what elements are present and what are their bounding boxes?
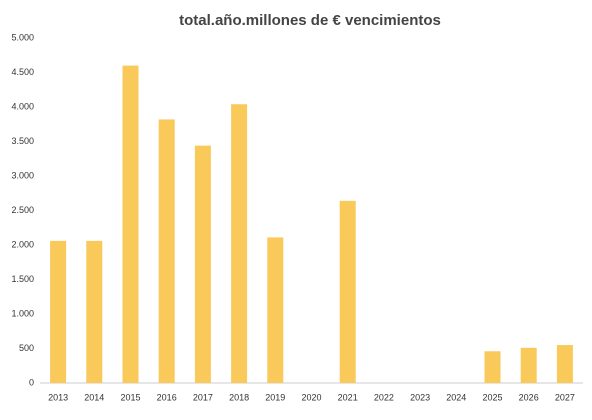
x-tick-label: 2017	[193, 392, 213, 402]
y-tick-label: 2.000	[11, 239, 34, 249]
x-tick-label: 2023	[410, 392, 430, 402]
x-tick-label: 2019	[265, 392, 285, 402]
bar	[484, 351, 501, 383]
bar	[231, 104, 248, 384]
x-tick-label: 2018	[229, 392, 249, 402]
bar	[267, 237, 284, 383]
bar	[122, 65, 139, 383]
chart-title: total.año.millones de € vencimientos	[179, 12, 441, 29]
bar	[194, 145, 211, 383]
y-tick-label: 4.500	[11, 67, 34, 77]
y-tick-label: 1.000	[11, 308, 34, 318]
x-tick-label: 2022	[374, 392, 394, 402]
bar	[520, 347, 537, 383]
bar	[86, 240, 103, 383]
y-tick-label: 500	[19, 343, 34, 353]
x-tick-label: 2026	[519, 392, 539, 402]
x-tick-label: 2016	[157, 392, 177, 402]
x-tick-label: 2021	[338, 392, 358, 402]
x-tick-label: 2013	[48, 392, 68, 402]
bar	[339, 200, 356, 383]
x-tick-label: 2015	[120, 392, 140, 402]
y-tick-label: 4.000	[11, 101, 34, 111]
bar	[158, 119, 175, 384]
bar	[556, 345, 573, 383]
y-tick-label: 2.500	[11, 205, 34, 215]
y-tick-label: 5.000	[11, 32, 34, 42]
x-tick-label: 2027	[555, 392, 575, 402]
x-tick-label: 2020	[301, 392, 321, 402]
x-tick-label: 2025	[482, 392, 502, 402]
x-tick-label: 2014	[84, 392, 104, 402]
bar	[50, 240, 67, 383]
x-tick-label: 2024	[446, 392, 466, 402]
y-tick-label: 1.500	[11, 274, 34, 284]
y-tick-label: 0	[29, 377, 34, 387]
y-tick-label: 3.500	[11, 136, 34, 146]
y-tick-label: 3.000	[11, 170, 34, 180]
